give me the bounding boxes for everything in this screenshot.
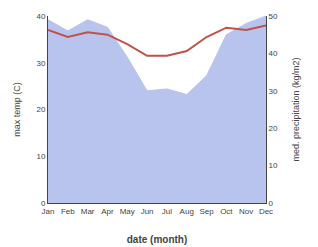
svg-text:Sep: Sep bbox=[199, 207, 214, 216]
svg-text:Feb: Feb bbox=[61, 207, 75, 216]
svg-text:max temp (C): max temp (C) bbox=[12, 82, 22, 137]
svg-text:10: 10 bbox=[269, 161, 278, 170]
svg-text:Jul: Jul bbox=[162, 207, 172, 216]
svg-text:med. precipitation (kg/m2): med. precipitation (kg/m2) bbox=[291, 57, 301, 161]
svg-text:30: 30 bbox=[36, 59, 45, 68]
svg-text:Jun: Jun bbox=[141, 207, 154, 216]
svg-text:20: 20 bbox=[269, 124, 278, 133]
svg-text:10: 10 bbox=[36, 152, 45, 161]
svg-text:50: 50 bbox=[269, 12, 278, 21]
svg-text:40: 40 bbox=[36, 12, 45, 21]
svg-text:Oct: Oct bbox=[220, 207, 233, 216]
svg-text:40: 40 bbox=[269, 49, 278, 58]
svg-text:date (month): date (month) bbox=[127, 234, 188, 245]
svg-text:Jan: Jan bbox=[42, 207, 55, 216]
svg-text:0: 0 bbox=[269, 199, 274, 208]
svg-text:Mar: Mar bbox=[81, 207, 95, 216]
svg-text:0: 0 bbox=[41, 199, 46, 208]
svg-text:30: 30 bbox=[269, 87, 278, 96]
svg-text:Apr: Apr bbox=[101, 207, 114, 216]
svg-text:Aug: Aug bbox=[180, 207, 194, 216]
svg-text:May: May bbox=[120, 207, 135, 216]
svg-text:Dec: Dec bbox=[259, 207, 273, 216]
svg-text:Nov: Nov bbox=[239, 207, 253, 216]
svg-text:20: 20 bbox=[36, 105, 45, 114]
